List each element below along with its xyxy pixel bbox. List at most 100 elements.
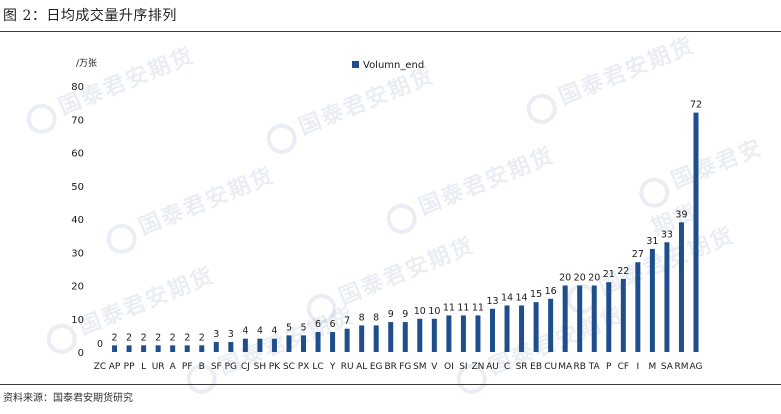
x-tick-label: PG — [225, 362, 237, 372]
x-tick-label: ZN — [471, 362, 484, 372]
x-tick-label: SH — [254, 362, 266, 372]
bar-sh — [257, 338, 263, 352]
x-tick-label: Y — [329, 362, 336, 372]
bar-ta — [591, 285, 597, 352]
y-tick-label: 0 — [78, 348, 84, 359]
top-rule — [0, 31, 781, 32]
bar-si — [460, 315, 466, 352]
bar-fg — [402, 322, 408, 352]
x-tick-label: A — [170, 362, 177, 372]
data-label: 10 — [414, 306, 426, 317]
bar-v — [431, 318, 437, 352]
data-label: 22 — [617, 266, 629, 277]
y-tick-label: 40 — [71, 215, 84, 226]
x-tick-label: SA — [661, 362, 674, 372]
legend-swatch — [352, 61, 359, 68]
bar-sm — [417, 318, 423, 352]
bar-ur — [155, 345, 161, 352]
x-tick-label: P — [606, 362, 612, 372]
data-label: 2 — [141, 332, 147, 343]
data-label: 4 — [271, 326, 277, 337]
bar-pk — [271, 338, 277, 352]
data-label: 21 — [603, 269, 615, 280]
x-tick-label: CU — [544, 362, 557, 372]
bar-m — [649, 248, 655, 352]
data-label: 13 — [486, 296, 498, 307]
bar-zn — [475, 315, 481, 352]
x-tick-label: FG — [399, 362, 411, 372]
bar-rb — [577, 285, 583, 352]
data-label: 20 — [559, 273, 571, 284]
data-label: 0 — [97, 339, 103, 350]
data-label: 2 — [126, 332, 132, 343]
bar-oi — [446, 315, 452, 352]
data-label: 9 — [388, 309, 394, 320]
data-label: 3 — [213, 329, 219, 340]
x-tick-label: BR — [385, 362, 397, 372]
bars — [112, 112, 699, 352]
bar-au — [489, 308, 495, 352]
data-label: 20 — [588, 273, 600, 284]
x-tick-label: CF — [618, 362, 629, 372]
bar-y — [330, 332, 336, 352]
x-tick-label: ZC — [94, 362, 106, 372]
x-tick-label: UR — [152, 362, 165, 372]
x-tick-label: SC — [283, 362, 295, 372]
data-label: 11 — [457, 302, 469, 313]
bar-l — [141, 345, 147, 352]
bar-ap — [112, 345, 118, 352]
bar-c — [504, 305, 510, 352]
y-tick-label: 30 — [71, 248, 84, 259]
data-label: 16 — [545, 286, 557, 297]
data-label: 2 — [184, 332, 190, 343]
data-label: 5 — [300, 322, 306, 333]
x-tick-label: AL — [356, 362, 367, 372]
x-tick-label: SF — [211, 362, 222, 372]
data-label: 72 — [690, 100, 702, 111]
x-tick-label: AG — [690, 362, 703, 372]
y-tick-label: 80 — [71, 82, 84, 93]
x-axis: ZC AP PP L UR A PF B SF PG CJ SH PK SC PX LC Y RU AL EG BR FG… — [94, 362, 703, 372]
data-label: 33 — [661, 229, 673, 240]
bar-rm — [678, 222, 684, 352]
data-label: 3 — [228, 329, 234, 340]
data-label: 20 — [574, 273, 586, 284]
x-tick-label: I — [637, 362, 640, 372]
bar-ma — [562, 285, 568, 352]
bar-cu — [548, 298, 554, 352]
data-label: 6 — [330, 319, 336, 330]
x-tick-label: L — [141, 362, 146, 372]
x-tick-label: LC — [312, 362, 323, 372]
bar-i — [635, 262, 641, 352]
x-tick-label: SI — [459, 362, 467, 372]
bar-sc — [286, 335, 292, 352]
data-label: 7 — [344, 316, 350, 327]
bar-br — [388, 322, 394, 352]
data-label: 15 — [530, 289, 542, 300]
bottom-rule — [0, 384, 781, 385]
y-tick-label: 50 — [71, 182, 84, 193]
data-label: 4 — [242, 326, 248, 337]
data-label: 4 — [257, 326, 263, 337]
bar-pg — [228, 342, 234, 352]
data-label: 39 — [675, 209, 687, 220]
data-label: 2 — [199, 332, 205, 343]
data-label: 6 — [315, 319, 321, 330]
bar-lc — [315, 332, 321, 352]
bar-a — [170, 345, 176, 352]
bar-cj — [242, 338, 248, 352]
bar-b — [199, 345, 205, 352]
x-tick-label: PX — [298, 362, 310, 372]
x-tick-label: AP — [109, 362, 121, 372]
x-tick-label: B — [199, 362, 205, 372]
data-label: 8 — [359, 312, 365, 323]
bar-eb — [533, 302, 539, 352]
bar-p — [606, 282, 612, 352]
x-tick-label: EB — [530, 362, 542, 372]
bar-ag — [693, 112, 699, 352]
bar-sf — [213, 342, 219, 352]
x-tick-label: EG — [370, 362, 383, 372]
y-tick-label: 10 — [71, 315, 84, 326]
bar-pf — [184, 345, 190, 352]
